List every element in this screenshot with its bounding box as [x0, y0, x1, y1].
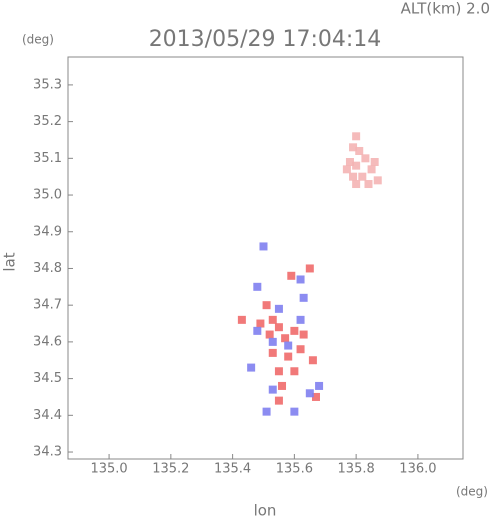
echo-point — [256, 319, 265, 328]
x-tick-label: 135.2 — [152, 462, 189, 477]
y-tick-label: 34.9 — [33, 224, 62, 239]
y-tick-label: 34.4 — [33, 408, 62, 423]
echo-point — [281, 334, 290, 343]
echo-point — [311, 392, 320, 401]
echo-point — [278, 381, 287, 390]
echo-point — [358, 172, 367, 181]
echo-point — [253, 282, 262, 291]
x-tick-label: 135.0 — [90, 462, 127, 477]
echo-point — [296, 315, 305, 324]
y-tick-label: 34.6 — [33, 334, 62, 349]
echo-point — [274, 396, 283, 405]
plot-frame — [67, 56, 464, 460]
y-tick-label: 34.8 — [33, 261, 62, 276]
echo-point — [274, 367, 283, 376]
annotation: ALT(km) 2.0 — [401, 0, 490, 18]
echo-point — [296, 275, 305, 284]
chart-title: 2013/05/29 17:04:14 — [149, 27, 382, 52]
x-tick-label: 135.4 — [214, 462, 251, 477]
y-axis-label: lat — [1, 252, 19, 271]
echo-point — [284, 341, 293, 350]
echo-point — [308, 356, 317, 365]
echo-point — [352, 132, 361, 141]
echo-point — [274, 323, 283, 332]
echo-point — [352, 161, 361, 170]
echo-point — [268, 337, 277, 346]
y-tick-label: 35.0 — [33, 188, 62, 203]
y-tick-label: 35.1 — [33, 151, 62, 166]
x-tick-label: 135.6 — [276, 462, 313, 477]
echo-point — [290, 367, 299, 376]
y-tick-label: 34.3 — [33, 445, 62, 460]
echo-point — [299, 330, 308, 339]
echo-point — [349, 172, 358, 181]
echo-point — [290, 407, 299, 416]
x-unit: (deg) — [456, 485, 488, 499]
echo-point — [370, 157, 379, 166]
echo-point — [315, 381, 324, 390]
y-tick-label: 35.2 — [33, 114, 62, 129]
echo-point — [268, 385, 277, 394]
echo-point — [342, 165, 351, 174]
echo-point — [364, 180, 373, 189]
echo-point — [274, 304, 283, 313]
echo-point — [299, 293, 308, 302]
echo-point — [268, 348, 277, 357]
echo-point — [345, 157, 354, 166]
echo-point — [349, 143, 358, 152]
echo-point — [262, 407, 271, 416]
echo-point — [361, 154, 370, 163]
echo-point — [287, 271, 296, 280]
echo-point — [352, 180, 361, 189]
y-tick-label: 35.3 — [33, 77, 62, 92]
x-tick-label: 136.0 — [399, 462, 436, 477]
y-unit: (deg) — [22, 33, 54, 47]
echo-point — [237, 315, 246, 324]
echo-point — [262, 301, 271, 310]
x-axis-label: lon — [254, 502, 277, 520]
echo-point — [367, 165, 376, 174]
echo-point — [373, 176, 382, 185]
echo-point — [284, 352, 293, 361]
echo-point — [290, 326, 299, 335]
echo-point — [253, 326, 262, 335]
echo-point — [247, 363, 256, 372]
y-tick-label: 34.7 — [33, 298, 62, 313]
echo-point — [296, 345, 305, 354]
echo-point — [305, 264, 314, 273]
echo-point — [268, 315, 277, 324]
echo-point — [305, 389, 314, 398]
y-tick-label: 34.5 — [33, 371, 62, 386]
echo-point — [265, 330, 274, 339]
echo-point — [355, 146, 364, 155]
x-tick-label: 135.8 — [338, 462, 375, 477]
echo-point — [259, 242, 268, 251]
